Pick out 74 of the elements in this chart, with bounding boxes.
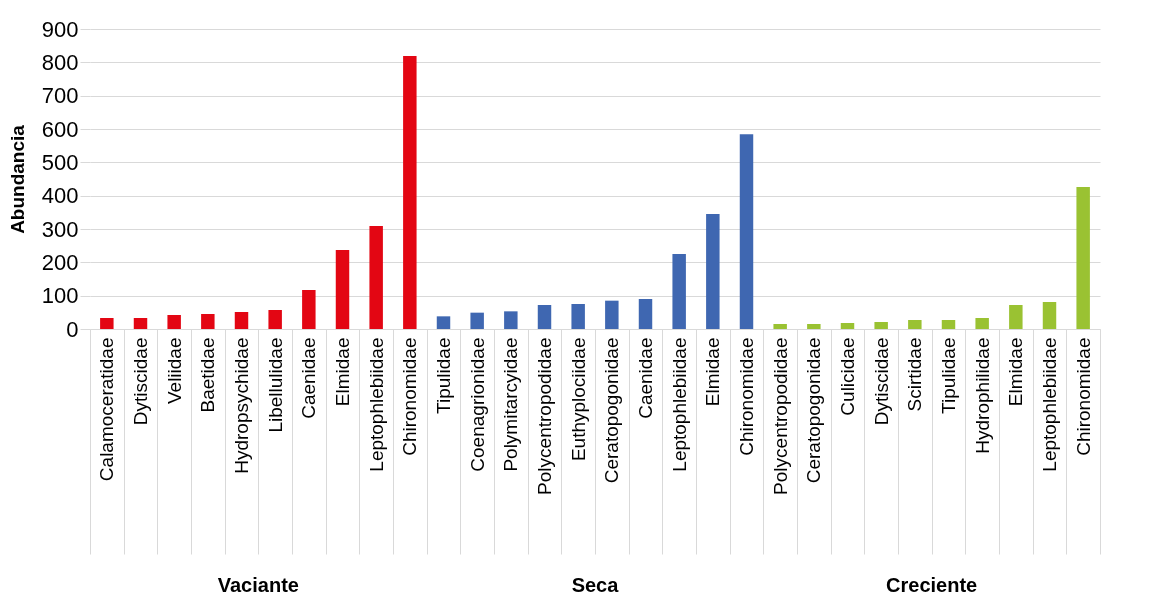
bar: [874, 322, 888, 329]
bar: [470, 312, 484, 329]
bar: [672, 254, 686, 329]
y-tick-label: 0: [66, 316, 79, 342]
x-tick-label: Dytiscidae: [130, 337, 151, 426]
bar: [941, 320, 956, 329]
bar: [706, 214, 720, 329]
bar: [908, 320, 922, 329]
y-tick-label: 500: [41, 149, 79, 175]
bar: [369, 226, 383, 329]
bar: [1009, 305, 1023, 329]
x-tick-label: Leptophlebiidae: [365, 337, 387, 472]
bar: [201, 314, 215, 329]
bar: [403, 56, 417, 329]
x-tick-label: Baetidae: [197, 337, 219, 413]
x-tick-label: Polycentropodidae: [769, 337, 791, 495]
y-tick-label: 100: [41, 283, 79, 309]
x-tick-label: Elmidae: [702, 337, 724, 407]
x-tick-label: Culicidae: [837, 337, 858, 416]
bar: [234, 312, 249, 329]
x-tick-label: Tipulidae: [433, 337, 454, 414]
x-tick-label: Chironomidae: [1072, 337, 1094, 456]
x-tick-label: Hydrophilidae: [971, 337, 993, 454]
bar: [335, 250, 350, 329]
x-tick-label: Leptophlebiidae: [668, 337, 690, 472]
bar: [436, 316, 451, 329]
x-tick-label: Ceratopogonidae: [601, 337, 623, 484]
bar: [504, 311, 518, 329]
y-tick-label: 400: [41, 183, 79, 209]
text: Vaciante: [217, 574, 299, 596]
bar: [1076, 187, 1090, 329]
bar: [133, 318, 148, 329]
x-tick-label: Coenagrionidae: [466, 337, 488, 472]
x-tick-label: Leptophlebiidae: [1039, 337, 1060, 472]
x-tick-label: Polycentropodidae: [534, 337, 555, 495]
x-tick-label: Hydropsychidae: [231, 337, 252, 474]
bar: [840, 323, 855, 329]
bar: [605, 300, 619, 329]
bar: [268, 310, 282, 329]
x-tick-label: Caenidae: [635, 337, 656, 419]
x-tick-label: Elmidae: [332, 337, 353, 407]
bar: [975, 318, 989, 329]
x-tick-label: Libellulidae: [264, 337, 286, 433]
x-tick-label: Scirtidae: [904, 337, 926, 412]
y-axis-title: Abundancia: [6, 124, 28, 234]
x-tick-label: Ceratopogonidae: [803, 337, 825, 484]
y-tick-label: 200: [41, 249, 79, 275]
x-tick-label: Chironomidae: [399, 337, 421, 456]
bar: [167, 315, 181, 329]
x-tick-label: Caenidae: [298, 337, 320, 419]
y-tick-label: 600: [41, 116, 79, 142]
x-tick-label: Chironomidae: [736, 337, 757, 456]
x-tick-label: Elmidae: [1005, 337, 1027, 407]
y-tick-label: 800: [41, 49, 79, 75]
bar: [100, 318, 114, 329]
bar: [807, 324, 821, 329]
bar: [739, 134, 754, 329]
x-tick-label: Euthyplociidae: [567, 337, 589, 462]
bar: [638, 299, 653, 329]
bar: [1042, 302, 1057, 329]
bar: [773, 324, 787, 329]
y-tick-label: 300: [41, 216, 79, 242]
x-tick-label: Dytiscidae: [870, 337, 892, 426]
x-tick-label: Calamoceratidae: [96, 337, 118, 482]
y-tick-label: 900: [41, 16, 79, 42]
x-tick-label: Tipulidae: [938, 337, 959, 414]
x-tick-label: Veliidae: [163, 337, 185, 405]
bar: [571, 304, 585, 329]
bar: [537, 305, 552, 329]
text: Creciente: [886, 574, 978, 596]
bar: [302, 290, 316, 329]
x-tick-label: Polymitarcyidae: [500, 337, 522, 472]
y-tick-label: 700: [41, 83, 79, 109]
text: Seca: [571, 574, 620, 596]
